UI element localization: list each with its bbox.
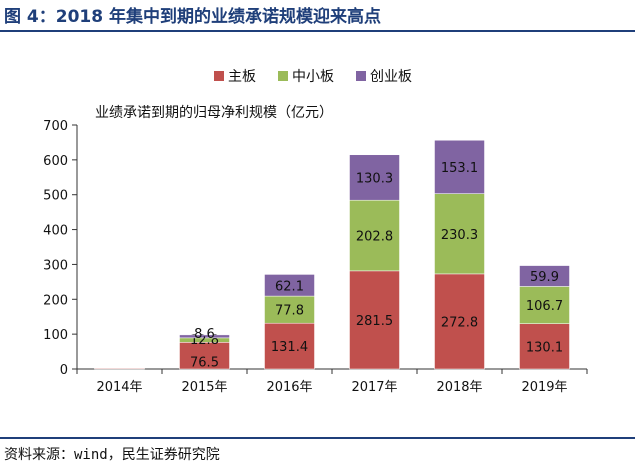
legend-label-1: 中小板 — [292, 69, 334, 85]
figure-title: 图 4：2018 年集中到期的业绩承诺规模迎来高点 — [4, 7, 381, 27]
data-label: 131.4 — [271, 340, 308, 355]
bar-segment — [519, 265, 570, 287]
y-tick-label: 600 — [43, 154, 68, 169]
bar-segment — [349, 154, 400, 201]
data-label: 130.1 — [526, 340, 563, 355]
legend-swatch-1 — [278, 71, 288, 81]
legend-swatch-2 — [356, 71, 366, 81]
stacked-bar-chart: 业绩承诺到期的归母净利规模（亿元） 主板 中小板 创业板 0 100 200 300 400 50… — [43, 69, 588, 395]
data-label: 130.3 — [356, 171, 393, 186]
y-tick-label: 400 — [43, 224, 68, 239]
bar-segment — [349, 270, 400, 370]
bar-segment — [519, 286, 570, 324]
data-label: 77.8 — [275, 304, 304, 319]
bar-segment — [434, 273, 485, 370]
y-tick-label: 700 — [43, 119, 68, 134]
data-label: 8.6 — [194, 327, 215, 342]
y-tick-label: 200 — [43, 293, 68, 308]
bar-segment — [519, 323, 570, 370]
bar-segment — [264, 274, 315, 297]
bar-segment — [94, 368, 145, 370]
bar-segment — [179, 334, 230, 339]
x-tick-label: 2018年 — [436, 380, 482, 395]
y-tick-label: 300 — [43, 258, 68, 273]
legend-label-0: 主板 — [228, 69, 256, 85]
x-tick-label: 2019年 — [521, 380, 567, 395]
data-label: 76.5 — [190, 355, 219, 370]
data-label: 62.1 — [275, 279, 304, 294]
x-tick-label: 2015年 — [181, 380, 227, 395]
x-tick-label: 2016年 — [266, 380, 312, 395]
bar-segment — [434, 193, 485, 275]
title-divider — [0, 30, 635, 32]
source-note: 资料来源：wind，民生证券研究院 — [4, 447, 220, 463]
x-tick-label: 2017年 — [351, 380, 397, 395]
y-tick-label: 100 — [43, 328, 68, 343]
y-tick-label: 0 — [60, 363, 68, 378]
data-label: 230.3 — [441, 228, 478, 243]
bar-segment — [264, 322, 315, 370]
data-label: 272.8 — [441, 315, 478, 330]
bar-segment — [349, 199, 400, 272]
unit-label: 业绩承诺到期的归母净利规模（亿元） — [95, 104, 333, 121]
data-label: 153.1 — [441, 161, 478, 176]
y-tick-label: 500 — [43, 189, 68, 204]
data-label: 59.9 — [530, 270, 559, 285]
x-tick-label: 2014年 — [96, 380, 142, 395]
legend-swatch-0 — [214, 71, 224, 81]
bar-segment — [434, 140, 485, 194]
source-divider — [0, 437, 635, 439]
legend-label-2: 创业板 — [370, 69, 412, 85]
data-label: 202.8 — [356, 230, 393, 245]
data-label: 106.7 — [526, 299, 563, 314]
data-label: 281.5 — [356, 314, 393, 329]
